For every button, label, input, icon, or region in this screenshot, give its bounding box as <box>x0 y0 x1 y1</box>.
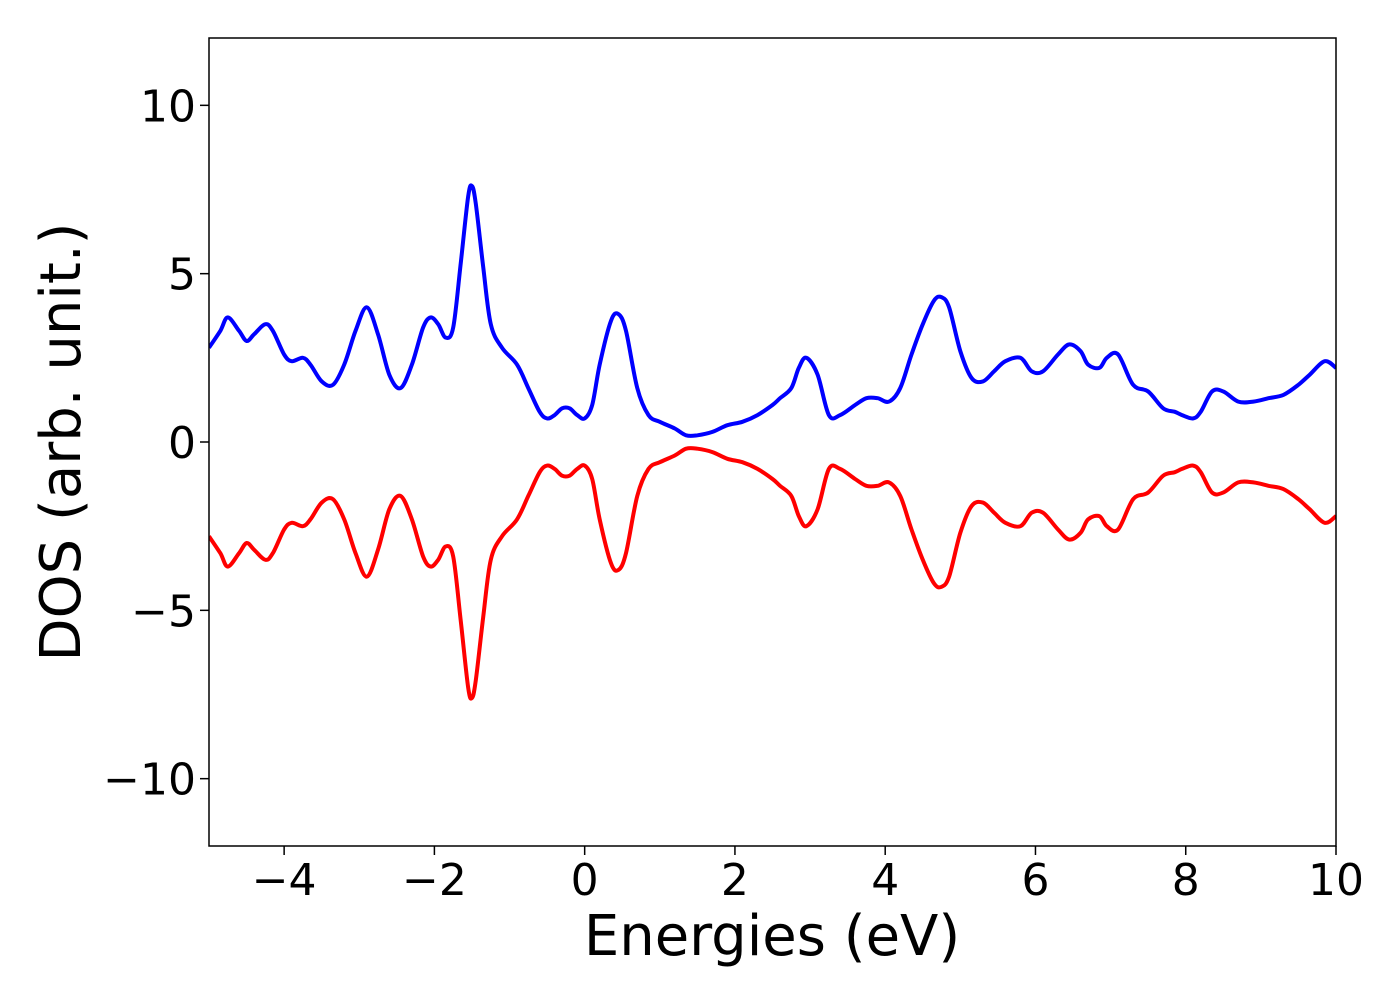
x-tick-label: 10 <box>1308 855 1364 906</box>
y-tick-label: −10 <box>103 755 196 806</box>
y-tick-label: 5 <box>168 250 196 301</box>
x-axis: −4 −2 0 2 4 6 8 10 <box>252 846 1364 906</box>
y-tick-label: 10 <box>140 81 196 132</box>
x-tick-label: −2 <box>402 855 467 906</box>
y-tick-label: −5 <box>131 586 196 637</box>
y-axis: −10 −5 0 5 10 <box>103 81 209 806</box>
x-tick-label: 8 <box>1172 855 1200 906</box>
series-line-1 <box>209 183 1336 438</box>
y-axis-label: DOS (arb. unit.) <box>29 222 94 661</box>
series-line-2 <box>209 446 1336 701</box>
x-tick-label: −4 <box>252 855 317 906</box>
x-axis-label: Energies (eV) <box>584 904 960 969</box>
x-tick-label: 0 <box>571 855 599 906</box>
x-tick-label: 4 <box>871 855 899 906</box>
x-tick-label: 2 <box>721 855 749 906</box>
series-layer <box>209 183 1336 701</box>
y-tick-label: 0 <box>168 418 196 469</box>
x-tick-label: 6 <box>1021 855 1049 906</box>
plot-background <box>209 38 1336 846</box>
